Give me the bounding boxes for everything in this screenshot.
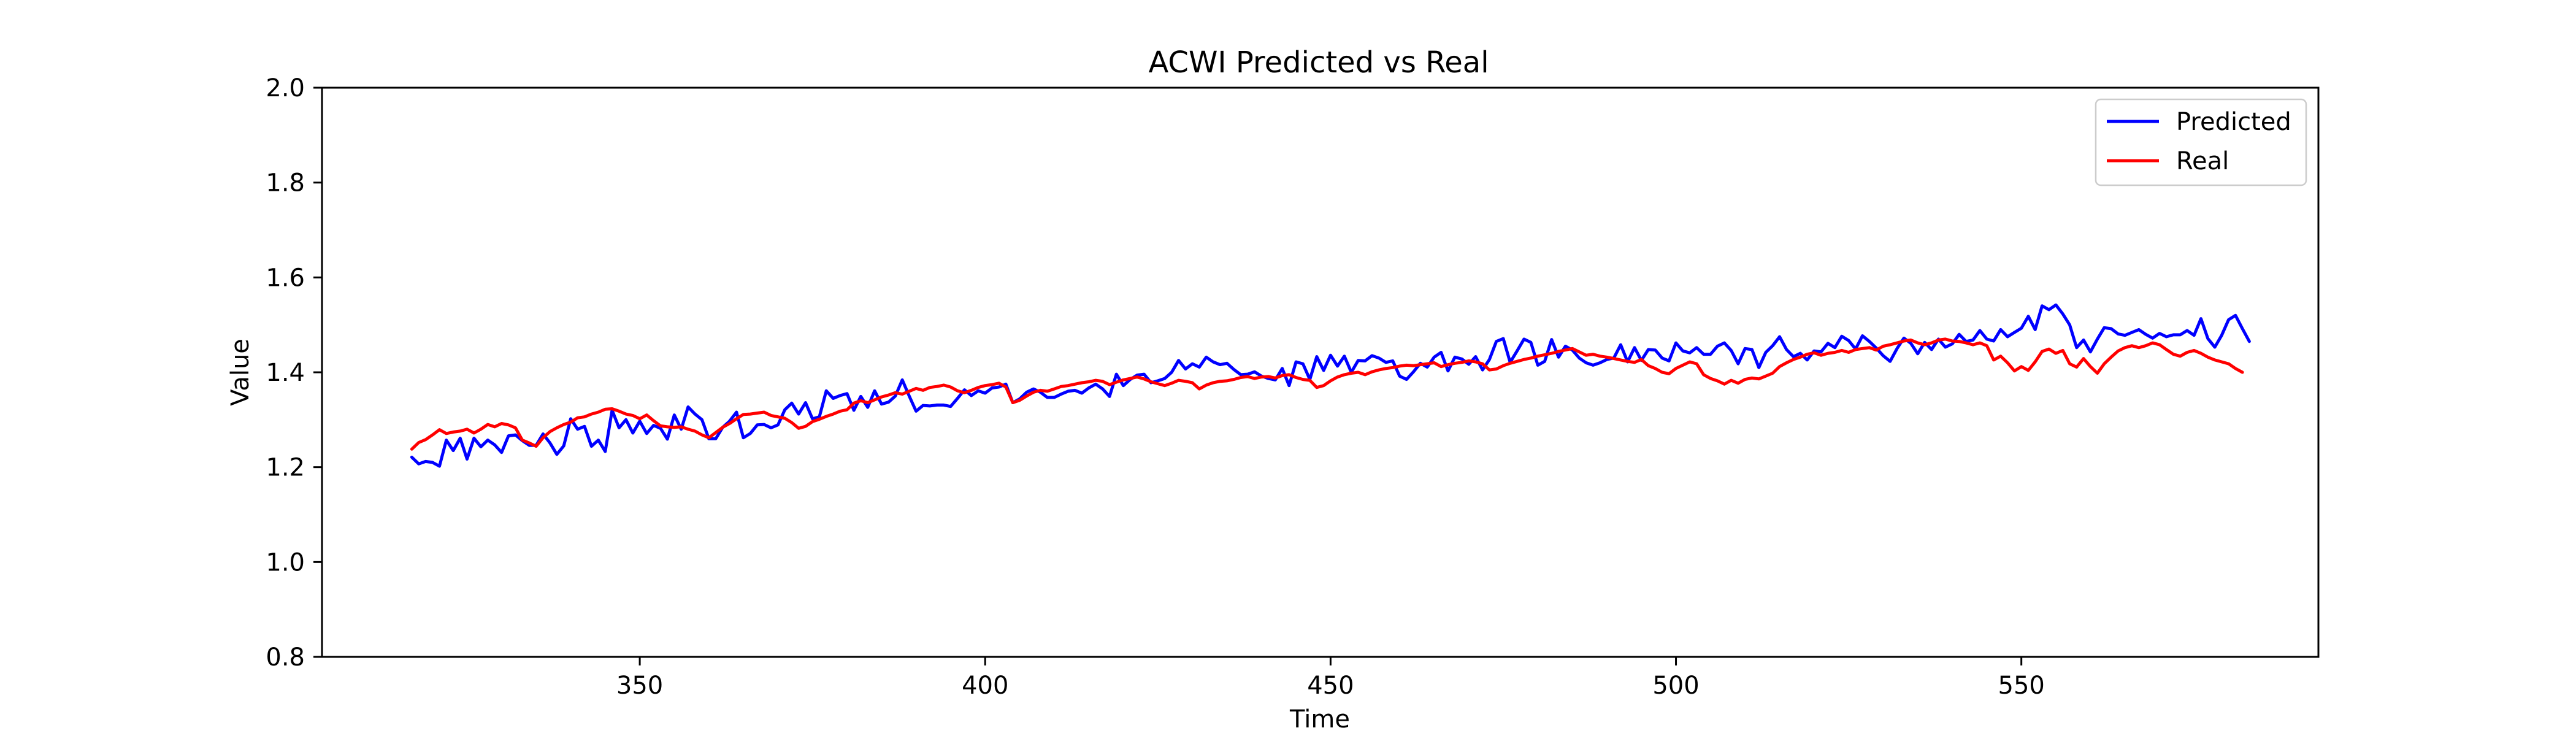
y-tick-label: 1.6 [266,264,305,292]
y-tick-label: 1.2 [266,454,305,482]
x-tick-label: 350 [616,672,663,700]
legend-label-predicted: Predicted [2176,108,2291,136]
x-axis-title: Time [1289,705,1350,734]
series-line-predicted [410,303,2251,468]
series-line-real [410,337,2244,451]
x-axis-ticks: 350 400 450 500 550 [616,657,2045,700]
x-tick-label: 500 [1652,672,1699,700]
chart-title: ACWI Predicted vs Real [1148,45,1489,80]
y-axis-ticks: 0.8 1.0 1.2 1.4 1.6 1.8 2.0 [266,74,322,672]
y-tick-label: 1.4 [266,359,305,387]
plot-frame [321,86,2320,658]
x-tick-label: 550 [1998,672,2045,700]
y-axis-title: Value [226,339,255,406]
y-tick-label: 1.0 [266,548,305,577]
y-tick-label: 0.8 [266,643,305,672]
y-tick-label: 1.8 [266,169,305,197]
legend: Predicted Real [2095,98,2307,186]
legend-label-real: Real [2176,147,2229,175]
series-layer [410,303,2251,468]
x-tick-label: 400 [962,672,1008,700]
x-tick-label: 450 [1307,672,1354,700]
y-tick-label: 2.0 [266,74,305,102]
